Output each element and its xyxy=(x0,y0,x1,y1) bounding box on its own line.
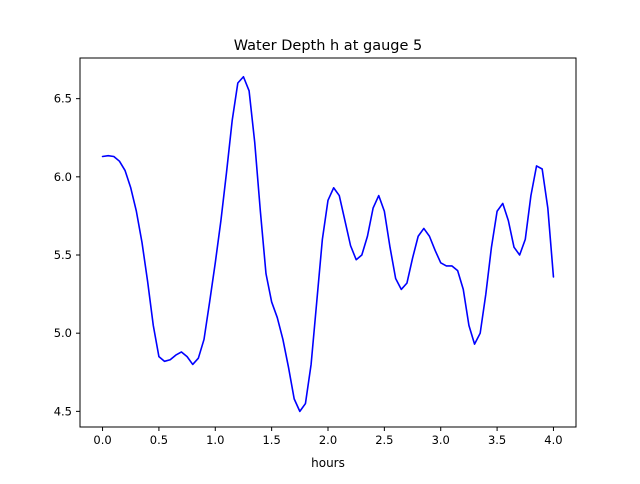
x-tick-label: 2.0 xyxy=(319,433,337,447)
axes-frame xyxy=(79,57,577,428)
x-tick-label: 1.0 xyxy=(206,433,224,447)
x-tick-label: 0.0 xyxy=(93,433,111,447)
y-tick-label: 4.5 xyxy=(54,404,72,418)
plot-area xyxy=(101,75,555,413)
x-tick-label: 4.0 xyxy=(544,433,562,447)
chart-title: Water Depth h at gauge 5 xyxy=(234,38,422,54)
x-axis-ticks: 0.0 0.5 1.0 1.5 2.0 2.5 3.0 3.5 4.0 xyxy=(93,427,563,447)
y-tick-label: 6.0 xyxy=(54,170,72,184)
y-tick-label: 5.0 xyxy=(54,326,72,340)
x-tick-label: 0.5 xyxy=(150,433,168,447)
x-tick-label: 3.0 xyxy=(432,433,450,447)
x-axis-label: hours xyxy=(311,456,345,470)
x-tick-label: 3.5 xyxy=(488,433,506,447)
x-tick-label: 1.5 xyxy=(262,433,280,447)
x-tick-label: 2.5 xyxy=(375,433,393,447)
y-axis-ticks: 4.5 5.0 5.5 6.0 6.5 xyxy=(54,92,80,418)
series-line-0 xyxy=(101,75,555,413)
y-tick-label: 6.5 xyxy=(54,92,72,106)
y-tick-label: 5.5 xyxy=(54,248,72,262)
